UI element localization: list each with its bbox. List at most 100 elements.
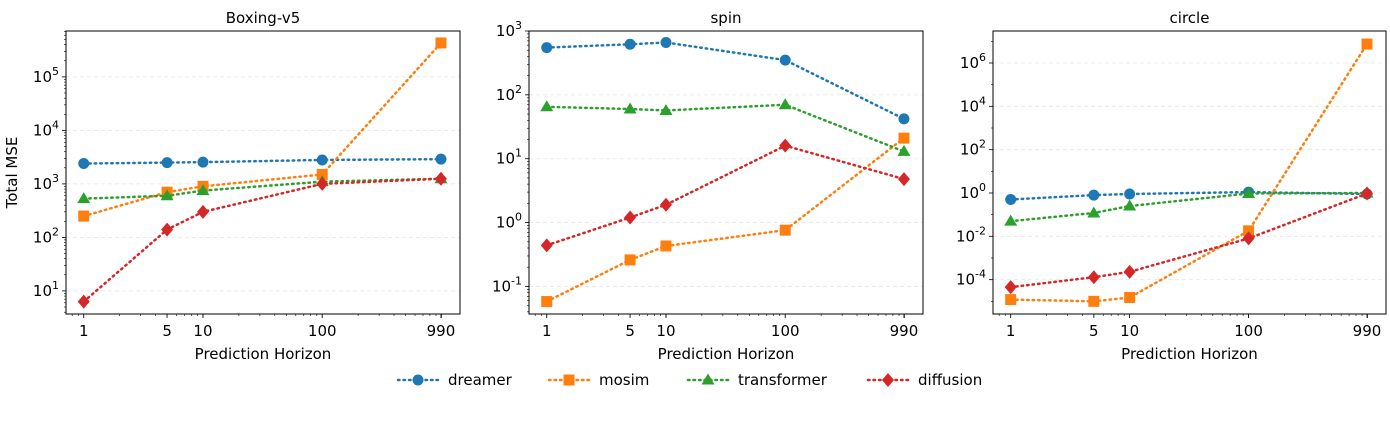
subplot-circle: 10-4 10-2 100 102 104 106 1 5 10 100 990 circle Pred… <box>956 9 1387 363</box>
data-point-dreamer <box>779 54 791 66</box>
series-line-mosim <box>82 41 443 218</box>
data-point-dreamer <box>435 153 447 165</box>
data-point-mosim <box>779 224 791 236</box>
legend-marker <box>701 373 715 385</box>
series-line-mosim <box>545 136 906 303</box>
data-point-transformer <box>77 192 91 204</box>
series-line-transformer <box>545 103 906 153</box>
data-point-diffusion <box>779 138 792 153</box>
series-line-transformer <box>82 177 443 200</box>
data-point-transformer <box>778 98 792 110</box>
data-point-dreamer <box>1088 189 1100 201</box>
data-point-mosim <box>1005 294 1017 306</box>
series-line-dreamer <box>545 41 906 121</box>
x-tick-label: 1 <box>1006 322 1016 340</box>
axes-frame <box>65 30 461 315</box>
legend-label: diffusion <box>918 371 982 389</box>
y-tick-label: 102 <box>496 83 522 104</box>
y-tick-label: 102 <box>960 138 986 159</box>
data-point-dreamer <box>161 157 173 169</box>
series-dreamer <box>1005 186 1373 206</box>
data-point-diffusion <box>316 176 329 191</box>
series-mosim <box>541 132 910 308</box>
series-line-transformer <box>1009 191 1369 223</box>
x-tick-label: 5 <box>625 322 635 340</box>
y-tick-label: 104 <box>33 118 59 139</box>
data-point-diffusion <box>540 238 553 253</box>
data-point-dreamer <box>197 156 209 168</box>
y-tick-exponent: 3 <box>52 172 59 185</box>
data-point-transformer <box>1087 206 1101 218</box>
y-axis-label: Total MSE <box>3 137 21 210</box>
series-line-mosim <box>1009 42 1369 303</box>
y-tick-exponent: 4 <box>979 94 986 107</box>
series-diffusion <box>77 171 447 309</box>
subplot-Boxing-v5: 101 102 103 104 105 1 5 10 100 990 Boxing-v5 Predic… <box>3 9 461 363</box>
series-dreamer <box>78 153 447 170</box>
legend-entry-dreamer: dreamer <box>396 371 513 389</box>
data-point-diffusion <box>434 171 447 186</box>
y-tick-exponent: 1 <box>515 147 522 160</box>
x-tick-label: 5 <box>1089 322 1099 340</box>
data-point-dreamer <box>1124 188 1136 200</box>
data-point-mosim <box>1124 292 1136 304</box>
legend-entry-transformer: transformer <box>686 371 828 389</box>
y-tick-label: 106 <box>960 51 986 72</box>
data-point-dreamer <box>898 113 910 125</box>
legend-label: mosim <box>599 371 649 389</box>
data-point-transformer <box>897 144 911 156</box>
y-tick-label: 100 <box>960 181 986 202</box>
y-tick-exponent: 1 <box>52 279 59 292</box>
legend-entry-mosim: mosim <box>547 371 649 389</box>
legend-label: dreamer <box>448 371 513 389</box>
data-point-diffusion <box>897 172 910 187</box>
x-axis-label: Prediction Horizon <box>1121 345 1258 363</box>
y-tick-label: 103 <box>33 172 59 193</box>
data-point-diffusion <box>77 294 90 309</box>
y-tick-label: 101 <box>496 147 522 168</box>
data-point-diffusion <box>1242 231 1255 246</box>
y-tick-label: 104 <box>960 94 986 115</box>
series-dreamer <box>541 37 910 125</box>
subplot-title: Boxing-v5 <box>226 9 301 27</box>
y-tick-label: 101 <box>33 279 59 300</box>
legend: dreamer mosim transformer diffusion <box>396 371 982 389</box>
data-point-mosim <box>1088 295 1100 307</box>
x-tick-label: 100 <box>308 322 337 340</box>
y-tick-exponent: 5 <box>52 65 59 78</box>
data-point-dreamer <box>541 42 553 54</box>
axes-frame <box>528 30 924 315</box>
data-point-mosim <box>541 296 553 308</box>
data-point-mosim <box>316 168 328 180</box>
x-tick-label: 990 <box>1353 322 1382 340</box>
y-tick-exponent: -2 <box>975 224 986 237</box>
data-point-transformer <box>1242 186 1256 198</box>
y-tick-exponent: -4 <box>975 268 986 281</box>
series-line-diffusion <box>545 144 906 247</box>
data-point-diffusion <box>196 204 209 219</box>
data-point-mosim <box>1361 38 1373 50</box>
y-tick-label: 10-4 <box>956 268 986 289</box>
data-point-transformer <box>160 189 174 201</box>
data-point-mosim <box>624 254 636 266</box>
x-tick-label: 1 <box>542 322 552 340</box>
subplot-title: spin <box>710 9 741 27</box>
data-point-transformer <box>196 184 210 196</box>
y-tick-label: 105 <box>33 65 59 86</box>
legend-entry-diffusion: diffusion <box>866 371 982 389</box>
y-tick-exponent: 2 <box>979 138 986 151</box>
data-point-diffusion <box>1123 264 1136 279</box>
subplot-title: circle <box>1170 9 1210 27</box>
data-point-transformer <box>1123 199 1137 211</box>
y-tick-label: 102 <box>33 225 59 246</box>
data-point-diffusion <box>1087 270 1100 285</box>
axes-frame <box>992 30 1387 315</box>
x-tick-label: 5 <box>162 322 172 340</box>
x-tick-label: 10 <box>1120 322 1139 340</box>
x-tick-label: 1 <box>79 322 89 340</box>
data-point-dreamer <box>660 37 672 49</box>
series-mosim <box>78 37 447 222</box>
data-point-dreamer <box>1005 194 1017 206</box>
